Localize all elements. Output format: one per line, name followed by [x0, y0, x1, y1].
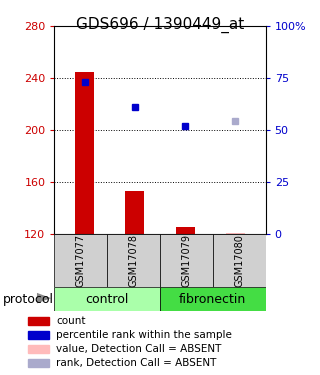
Text: percentile rank within the sample: percentile rank within the sample	[56, 330, 232, 340]
Text: protocol: protocol	[3, 293, 54, 306]
Text: control: control	[85, 292, 129, 306]
Bar	[107, 234, 160, 287]
Bar	[28, 345, 49, 353]
Bar	[28, 331, 49, 339]
Bar	[75, 72, 94, 234]
Bar	[160, 287, 266, 311]
Text: GSM17079: GSM17079	[181, 234, 191, 287]
Bar	[213, 234, 266, 287]
Bar	[226, 233, 245, 234]
Bar	[54, 287, 160, 311]
Text: rank, Detection Call = ABSENT: rank, Detection Call = ABSENT	[56, 358, 217, 368]
Text: fibronectin: fibronectin	[179, 292, 246, 306]
Bar	[125, 192, 144, 234]
Polygon shape	[37, 293, 51, 303]
Text: count: count	[56, 315, 86, 326]
Text: GSM17080: GSM17080	[234, 234, 244, 287]
Text: GSM17078: GSM17078	[129, 234, 139, 287]
Bar	[54, 234, 107, 287]
Bar	[176, 226, 195, 234]
Bar	[28, 316, 49, 325]
Text: GDS696 / 1390449_at: GDS696 / 1390449_at	[76, 17, 244, 33]
Text: value, Detection Call = ABSENT: value, Detection Call = ABSENT	[56, 344, 221, 354]
Bar	[28, 359, 49, 367]
Bar	[160, 234, 213, 287]
Text: GSM17077: GSM17077	[76, 234, 86, 287]
